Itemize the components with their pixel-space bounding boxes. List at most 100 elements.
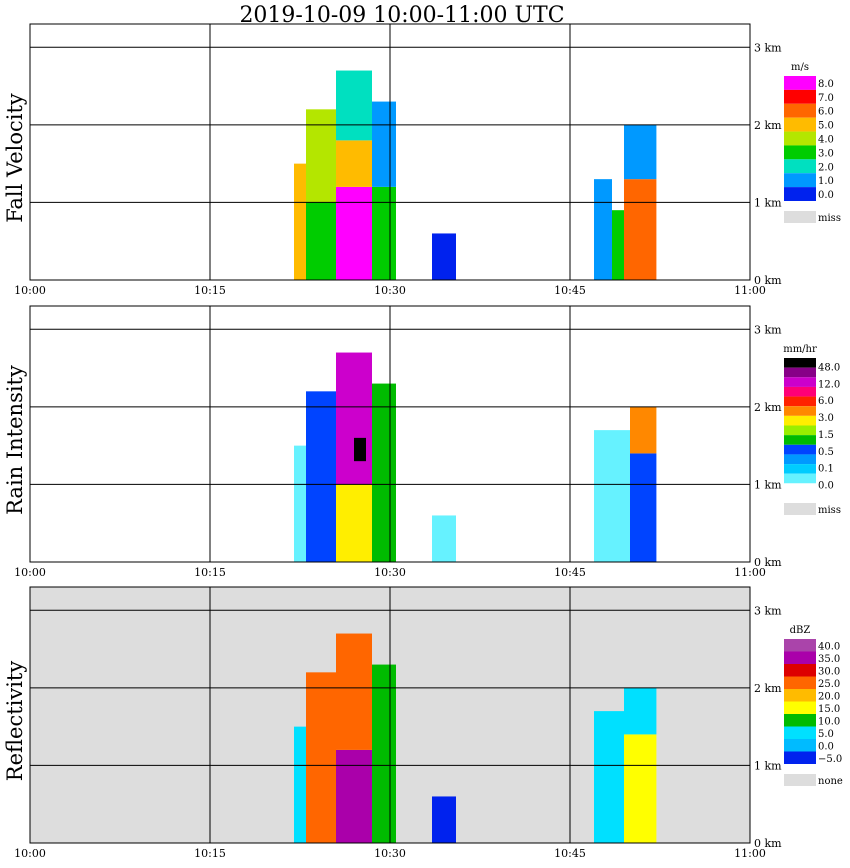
rain-intensity-legend-label: 3.0 xyxy=(818,413,834,424)
rain-intensity-data-cell-6 xyxy=(432,515,456,562)
reflectivity-time-tick-label: 10:15 xyxy=(194,847,226,860)
fall-velocity-legend-swatch xyxy=(784,159,816,174)
fall-velocity-legend-swatch xyxy=(784,103,816,118)
fall-velocity-data-cell-9 xyxy=(594,179,612,280)
rain-intensity-legend-swatch xyxy=(784,454,816,465)
rain-intensity-frame xyxy=(29,305,751,563)
rain-intensity-legend-swatch xyxy=(784,367,816,378)
fall-velocity-data-cell-11 xyxy=(624,179,657,280)
rain-intensity-time-tick-label: 10:00 xyxy=(14,566,46,579)
reflectivity-legend-swatch xyxy=(784,726,816,739)
fall-velocity-legend-swatch xyxy=(784,187,816,201)
reflectivity-height-tick-label: 1 km xyxy=(754,759,782,772)
reflectivity-frame xyxy=(29,586,751,844)
rain-intensity-legend-label: 12.0 xyxy=(818,379,840,390)
rain-intensity-data-cell-8 xyxy=(630,453,657,562)
reflectivity-time-tick-label: 10:30 xyxy=(374,847,406,860)
fall-velocity-legend-label: 6.0 xyxy=(818,107,834,118)
reflectivity-legend-swatch xyxy=(784,639,816,652)
rain-intensity-legend-swatch xyxy=(784,406,816,416)
fall-velocity-height-tick-label: 2 km xyxy=(754,119,782,132)
reflectivity-legend-swatch xyxy=(784,664,816,677)
rain-intensity-data-cell-9 xyxy=(630,406,657,454)
fall-velocity-data-cell-4 xyxy=(336,140,372,187)
rain-intensity-legend-swatch xyxy=(784,396,816,407)
fall-velocity-data-cell-3 xyxy=(336,186,372,280)
rain-intensity-data-cell-3 xyxy=(336,352,372,485)
fall-velocity-legend-swatch xyxy=(784,173,816,188)
fall-velocity-legend-swatch xyxy=(784,117,816,132)
fall-velocity-time-tick-label: 10:00 xyxy=(14,284,46,297)
reflectivity-height-tick-label: 2 km xyxy=(754,682,782,695)
rain-intensity-height-tick-label: 0 km xyxy=(754,556,782,569)
reflectivity-legend-label: 5.0 xyxy=(818,729,834,740)
reflectivity-data-cell-2 xyxy=(336,749,372,843)
rain-intensity-legend-label: 0.1 xyxy=(818,464,834,475)
fall-velocity-height-tick-label: 0 km xyxy=(754,274,782,287)
reflectivity-legend-label: 10.0 xyxy=(818,716,840,727)
rain-intensity-legend-label: 0.0 xyxy=(818,481,834,492)
rain-intensity-legend-swatch xyxy=(784,415,816,426)
reflectivity-legend-missing-swatch xyxy=(784,774,816,786)
fall-velocity-data-cell-2 xyxy=(306,109,336,203)
reflectivity-time-tick-label: 11:00 xyxy=(734,847,766,860)
fall-velocity-legend-label: 2.0 xyxy=(818,162,834,173)
rain-intensity-legend-swatch xyxy=(784,435,816,445)
fall-velocity-height-tick-label: 3 km xyxy=(754,41,782,54)
fall-velocity-legend-label: 3.0 xyxy=(818,148,834,159)
rain-intensity-legend-unit: mm/hr xyxy=(783,344,817,355)
reflectivity-axis-label: Reflectivity xyxy=(3,661,27,782)
fall-velocity-data-cell-12 xyxy=(624,124,657,180)
rain-intensity-data-cell-4 xyxy=(354,437,366,462)
rain-intensity-height-tick-label: 1 km xyxy=(754,478,782,491)
reflectivity-legend-missing-label: none xyxy=(818,776,843,787)
reflectivity-data-cell-0 xyxy=(294,726,306,843)
fall-velocity-data-cell-6 xyxy=(372,186,396,280)
rain-intensity-data-cell-0 xyxy=(294,445,306,562)
rain-intensity-legend-swatch xyxy=(784,483,816,493)
fall-velocity-legend-label: 5.0 xyxy=(818,121,834,132)
fall-velocity-time-tick-label: 11:00 xyxy=(734,284,766,297)
fall-velocity-legend-label: 7.0 xyxy=(818,93,834,104)
reflectivity-data-cell-1 xyxy=(306,672,336,843)
rain-intensity-legend-missing-swatch xyxy=(784,503,816,515)
reflectivity-data-cell-5 xyxy=(432,796,456,843)
fall-velocity-data-cell-10 xyxy=(612,210,624,280)
rain-intensity-legend-swatch xyxy=(784,464,816,474)
reflectivity-data-cell-3 xyxy=(336,633,372,750)
reflectivity-legend-swatch xyxy=(784,751,816,764)
rain-intensity-legend-label: 6.0 xyxy=(818,396,834,407)
rain-intensity-data-cell-5 xyxy=(372,383,396,562)
rain-intensity-axis-label: Rain Intensity xyxy=(3,365,27,515)
reflectivity-legend-swatch xyxy=(784,689,816,702)
fall-velocity-legend-unit: m/s xyxy=(791,62,809,73)
reflectivity-time-tick-label: 10:45 xyxy=(554,847,586,860)
reflectivity-data-cell-8 xyxy=(624,687,657,735)
reflectivity-legend-label: 0.0 xyxy=(818,741,834,752)
reflectivity-legend-label: 30.0 xyxy=(818,666,840,677)
fall-velocity-legend-swatch xyxy=(784,76,816,90)
fall-velocity-time-tick-label: 10:15 xyxy=(194,284,226,297)
fall-velocity-legend-missing-swatch xyxy=(784,211,816,223)
fall-velocity-legend-label: 8.0 xyxy=(818,79,834,90)
rain-intensity-data-cell-1 xyxy=(306,391,336,562)
rain-intensity-data-cell-7 xyxy=(594,430,630,562)
rain-intensity-legend-label: 0.5 xyxy=(818,447,834,458)
fall-velocity-height-tick-label: 1 km xyxy=(754,196,782,209)
reflectivity-legend-swatch xyxy=(784,676,816,689)
reflectivity-panel: 10:00 10:15 10:30 10:45 11:000 km 1 km 2 km 3 k… xyxy=(3,586,843,860)
fall-velocity-panel: 10:00 10:15 10:30 10:45 11:000 km 1 km 2 km 3 k… xyxy=(3,23,841,297)
rain-intensity-legend-label: 48.0 xyxy=(818,362,840,373)
rain-intensity-panel: 10:00 10:15 10:30 10:45 11:000 km 1 km 2 km 3 k… xyxy=(3,305,841,579)
rain-intensity-legend-swatch xyxy=(784,473,816,484)
rain-intensity-legend-swatch xyxy=(784,386,816,397)
reflectivity-legend-swatch xyxy=(784,714,816,727)
fall-velocity-data-cell-5 xyxy=(336,70,372,141)
rain-intensity-height-tick-label: 2 km xyxy=(754,401,782,414)
fall-velocity-data-cell-1 xyxy=(306,202,336,280)
reflectivity-legend-label: 40.0 xyxy=(818,641,840,652)
rain-intensity-data-cell-2 xyxy=(336,484,372,562)
rain-intensity-legend-missing-label: miss xyxy=(818,505,841,516)
reflectivity-legend-label: 35.0 xyxy=(818,654,840,665)
